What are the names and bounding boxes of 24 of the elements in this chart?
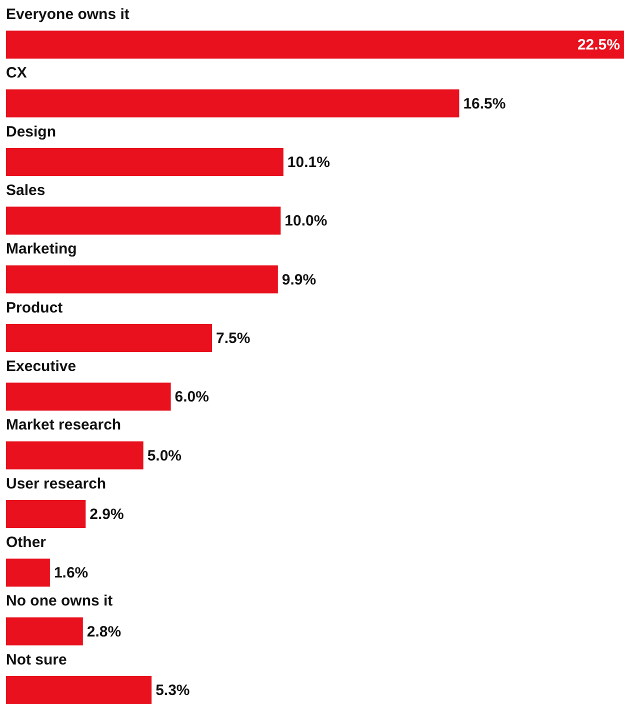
data-label: 7.5% [216,330,250,347]
y-tick-label: User research [6,475,106,492]
y-tick-label: Design [6,123,56,140]
y-tick-label: Everyone owns it [6,6,130,23]
y-tick-label: No one owns it [6,592,113,610]
y-tick-label: Market research [6,416,122,434]
y-tick-label: Sales [6,182,46,199]
y-tick-label: Not sure [6,651,67,668]
y-tick-label: CX [6,64,27,82]
data-label: 9.9% [282,271,316,288]
y-tick-label: Product [6,299,63,316]
data-label: 10.0% [284,212,328,230]
data-label: 6.0% [174,388,210,406]
data-label: 22.5% [577,36,620,54]
data-label: 2.8% [86,623,122,640]
data-label: 5.3% [156,682,190,699]
y-tick-label: Other [6,534,46,551]
data-label: 2.9% [90,506,124,523]
data-label: 5.0% [147,447,182,464]
data-label: 16.5% [463,95,506,112]
data-label: 1.6% [54,564,88,582]
y-tick-label: Executive [6,358,76,375]
data-label: 10.1% [287,154,330,171]
y-tick-label: Marketing [6,240,77,258]
